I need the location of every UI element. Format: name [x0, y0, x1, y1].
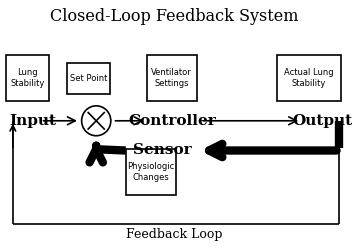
FancyBboxPatch shape [6, 55, 49, 101]
Text: Lung
Stability: Lung Stability [10, 68, 45, 88]
Text: Input: Input [9, 114, 56, 128]
Text: Ventilator
Settings: Ventilator Settings [151, 68, 192, 88]
FancyBboxPatch shape [67, 62, 110, 94]
Text: Actual Lung
Stability: Actual Lung Stability [284, 68, 334, 88]
FancyBboxPatch shape [126, 149, 176, 195]
Text: Physiologic
Changes: Physiologic Changes [127, 162, 175, 182]
FancyBboxPatch shape [277, 55, 341, 101]
Text: Feedback Loop: Feedback Loop [126, 228, 223, 241]
Text: Set Point: Set Point [70, 73, 107, 83]
Ellipse shape [82, 106, 111, 136]
Text: Sensor: Sensor [133, 143, 192, 158]
Text: Controller: Controller [128, 114, 216, 128]
FancyBboxPatch shape [146, 55, 197, 101]
Text: Output: Output [292, 114, 352, 128]
Text: Closed-Loop Feedback System: Closed-Loop Feedback System [50, 8, 299, 25]
